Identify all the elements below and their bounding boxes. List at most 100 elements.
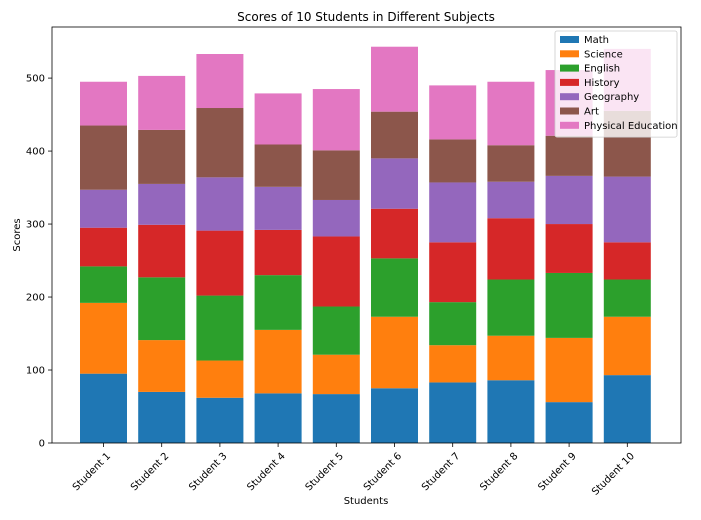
- bar-science-10: [603, 316, 651, 376]
- bar-english-7: [429, 302, 477, 346]
- x-tick-label: Student 1: [71, 451, 113, 493]
- y-tick-label: 100: [26, 366, 45, 377]
- bar-history-5: [312, 236, 360, 307]
- bar-english-1: [80, 266, 127, 303]
- bar-science-5: [312, 354, 360, 395]
- bar-english-9: [545, 272, 593, 338]
- bar-history-9: [545, 224, 593, 273]
- bar-history-4: [254, 229, 302, 276]
- bar-physical-education-6: [371, 46, 418, 112]
- bar-geography-8: [487, 181, 535, 219]
- y-axis-label: Scores: [12, 218, 23, 251]
- legend-swatch-math: [560, 36, 579, 43]
- y-tick-label: 300: [26, 220, 45, 231]
- legend-swatch-geography: [560, 93, 579, 101]
- bar-history-3: [196, 230, 244, 296]
- y-tick-label: 500: [26, 74, 45, 85]
- bar-physical-education-2: [138, 75, 186, 130]
- legend-label-art: Art: [584, 107, 599, 118]
- bar-math-6: [371, 388, 418, 443]
- bar-geography-4: [254, 186, 302, 230]
- legend-label-science: Science: [584, 49, 623, 60]
- bar-math-5: [312, 394, 360, 443]
- bar-science-4: [254, 329, 302, 394]
- y-tick-label: 400: [26, 147, 45, 158]
- bar-english-3: [196, 295, 244, 361]
- bar-geography-9: [545, 175, 593, 225]
- bar-history-2: [138, 224, 186, 278]
- bar-science-1: [80, 302, 127, 374]
- x-tick-label: Student 8: [478, 451, 520, 493]
- bar-physical-education-4: [254, 93, 302, 145]
- bar-art-1: [80, 125, 127, 190]
- bar-physical-education-1: [80, 81, 127, 126]
- legend-label-physical-education: Physical Education: [584, 121, 678, 132]
- chart-title: Scores of 10 Students in Different Subje…: [237, 10, 495, 24]
- x-tick-label: Student 5: [304, 451, 346, 493]
- bar-science-3: [196, 360, 244, 398]
- x-tick-label: Student 2: [129, 451, 171, 493]
- bar-science-7: [429, 345, 477, 383]
- bar-english-8: [487, 279, 535, 336]
- bar-english-2: [138, 277, 186, 341]
- bar-art-8: [487, 145, 535, 182]
- bar-art-7: [429, 139, 477, 183]
- legend: Math Science English History Geography Art Phy…: [554, 30, 678, 138]
- bar-history-1: [80, 227, 127, 267]
- x-tick-label: Student 4: [245, 451, 287, 493]
- bar-geography-6: [371, 158, 418, 209]
- legend-label-english: English: [584, 64, 620, 75]
- legend-swatch-science: [560, 50, 579, 58]
- bar-art-4: [254, 144, 302, 187]
- bar-physical-education-7: [429, 85, 477, 140]
- x-axis-label: Students: [344, 496, 389, 507]
- bar-geography-5: [312, 199, 360, 237]
- bar-physical-education-5: [312, 89, 360, 151]
- legend-label-math: Math: [584, 35, 609, 46]
- bar-science-8: [487, 335, 535, 381]
- bar-geography-7: [429, 182, 477, 243]
- bar-math-8: [487, 380, 535, 443]
- bar-history-7: [429, 242, 477, 303]
- bar-math-7: [429, 382, 477, 443]
- bar-science-6: [371, 316, 418, 389]
- bar-geography-2: [138, 183, 186, 225]
- x-tick-label: Student 10: [590, 451, 637, 498]
- legend-swatch-english: [560, 64, 579, 72]
- bar-geography-1: [80, 189, 127, 228]
- bar-history-10: [603, 242, 651, 280]
- y-tick-label: 0: [39, 439, 45, 450]
- legend-box: [554, 30, 678, 138]
- bar-english-5: [312, 306, 360, 355]
- bar-physical-education-8: [487, 81, 535, 146]
- bar-history-8: [487, 218, 535, 280]
- legend-label-history: History: [584, 78, 620, 89]
- x-tick-label: Student 9: [536, 451, 578, 493]
- bar-english-4: [254, 275, 302, 330]
- bar-geography-10: [603, 176, 651, 243]
- bar-english-6: [371, 258, 418, 317]
- x-tick-label: Student 7: [420, 451, 462, 493]
- legend-label-geography: Geography: [584, 92, 639, 103]
- bar-english-10: [603, 279, 651, 317]
- x-tick-label: Student 3: [187, 451, 229, 493]
- legend-swatch-physical-education: [560, 121, 579, 129]
- bar-history-6: [371, 208, 418, 259]
- bar-math-3: [196, 397, 244, 443]
- bar-math-4: [254, 393, 302, 443]
- bar-art-9: [545, 135, 593, 176]
- x-tick-label: Student 6: [362, 451, 404, 493]
- bar-physical-education-3: [196, 54, 244, 109]
- legend-swatch-history: [560, 78, 579, 86]
- bars-layer: [80, 46, 651, 443]
- legend-swatch-art: [560, 107, 579, 115]
- y-tick-label: 200: [26, 293, 45, 304]
- bar-math-2: [138, 391, 186, 443]
- bar-math-9: [545, 402, 593, 443]
- bar-art-5: [312, 150, 360, 200]
- bar-science-9: [545, 337, 593, 403]
- bar-art-3: [196, 108, 244, 178]
- bar-art-6: [371, 111, 418, 159]
- plot-frame: [51, 26, 682, 444]
